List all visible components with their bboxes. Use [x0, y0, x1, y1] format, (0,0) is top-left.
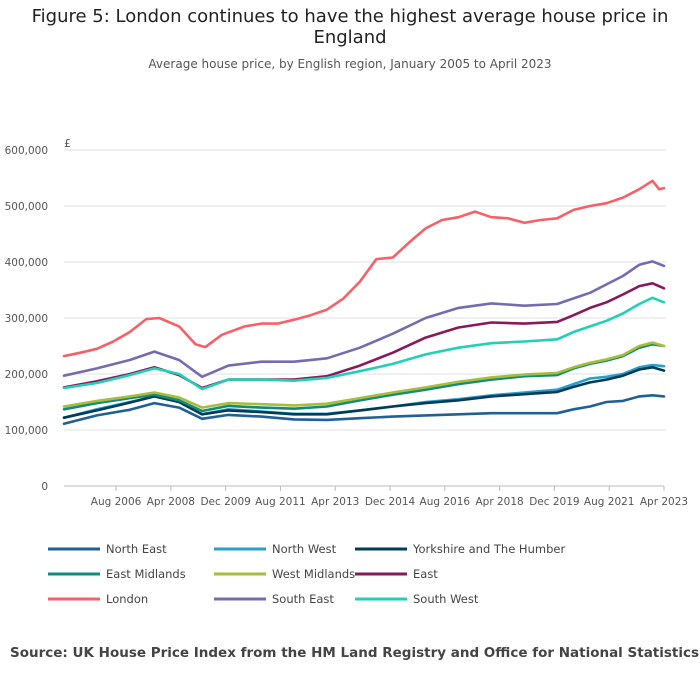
- legend-label-east-midlands: East Midlands: [106, 567, 186, 581]
- legend-label-east: East: [413, 567, 438, 581]
- x-tick-label: Apr 2008: [147, 496, 195, 508]
- chart-subtitle: Average house price, by English region, …: [148, 57, 552, 71]
- series-line-london: [62, 179, 666, 358]
- y-tick-label: 500,000: [5, 201, 48, 213]
- legend-label-yorkshire-and-the-humber: Yorkshire and The Humber: [412, 542, 565, 556]
- x-tick-label: Dec 2009: [200, 496, 250, 508]
- x-tick-label: Aug 2011: [255, 496, 306, 508]
- series-line-south-east: [62, 260, 666, 379]
- x-tick-label: Dec 2019: [529, 496, 579, 508]
- legend-label-north-west: North West: [272, 542, 337, 556]
- x-tick-label: Aug 2016: [420, 496, 471, 508]
- line-chart: 0 100,000 200,000 300,000 400,000 500,000 600,…: [5, 137, 689, 606]
- legend-label-london: London: [106, 592, 148, 606]
- x-tick-label: Dec 2014: [365, 496, 416, 508]
- series-line-south-west: [62, 296, 666, 391]
- y-tick-label: 0: [41, 481, 48, 493]
- x-tick-label: Apr 2018: [475, 496, 523, 508]
- series-line-north-east: [62, 393, 666, 426]
- y-tick-label: 100,000: [5, 425, 48, 437]
- legend-label-west-midlands: West Midlands: [272, 567, 355, 581]
- y-tick-label: 200,000: [5, 369, 48, 381]
- series-line-west-midlands: [62, 341, 666, 409]
- y-tick-label: 300,000: [5, 313, 48, 325]
- chart-title: Figure 5: London continues to have the h…: [31, 6, 669, 48]
- legend-label-north-east: North East: [106, 542, 167, 556]
- source-note: Source: UK House Price Index from the HM…: [10, 645, 700, 661]
- y-tick-label: 400,000: [5, 257, 48, 269]
- x-tick-label: Aug 2021: [584, 496, 635, 508]
- series-line-east-midlands: [62, 342, 666, 413]
- x-tick-label: Apr 2023: [640, 496, 688, 508]
- legend-label-south-east: South East: [272, 592, 334, 606]
- series-line-yorkshire-and-the-humber: [62, 365, 666, 420]
- x-tick-label: Aug 2006: [91, 496, 142, 508]
- y-tick-label: 600,000: [5, 145, 48, 157]
- y-unit-label: £: [64, 137, 71, 150]
- x-tick-label: Apr 2013: [311, 496, 359, 508]
- legend-label-south-west: South West: [413, 592, 479, 606]
